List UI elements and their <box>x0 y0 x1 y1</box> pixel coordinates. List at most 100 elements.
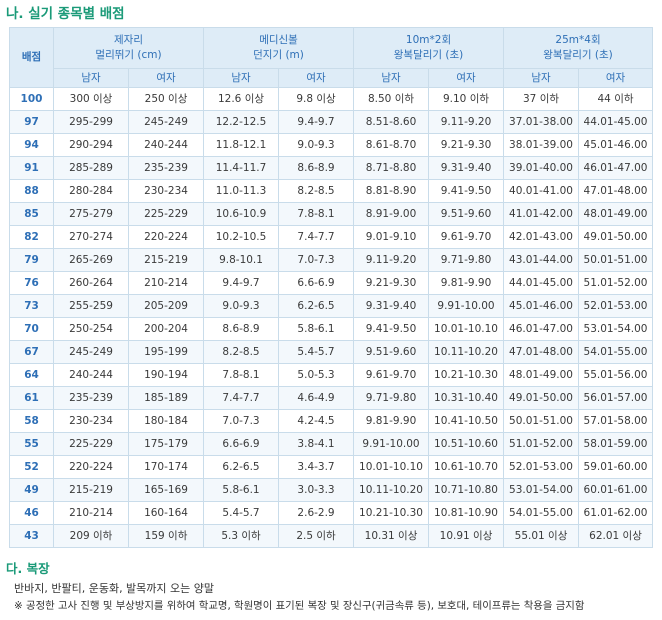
event-header-row: 배점 제자리 멀리뛰기 (cm) 메디신볼 던지기 (m) 10m*2회 왕복달… <box>9 27 654 88</box>
male-header: 남자 <box>53 68 129 88</box>
dress-notice: ※ 공정한 고사 진행 및 부상방지를 위하여 학교명, 학원명이 표기된 복장… <box>14 600 585 612</box>
event-name: 10m*2회 <box>405 34 452 46</box>
table-cell: 9.41-9.50 <box>428 179 505 203</box>
table-cell: 240-244 <box>53 363 129 387</box>
table-cell: 52.01-53.00 <box>503 455 580 479</box>
table-cell: 11.0-11.3 <box>203 179 280 203</box>
table-cell: 55.01-56.00 <box>578 363 654 387</box>
table-cell: 159 이하 <box>127 524 205 548</box>
table-cell: 41.01-42.00 <box>503 202 580 226</box>
table-cell: 9.01-9.10 <box>353 225 430 249</box>
score-cell: 70 <box>9 317 54 341</box>
table-cell: 51.01-52.00 <box>503 432 580 456</box>
table-cell: 205-209 <box>127 294 205 318</box>
table-cell: 245-249 <box>127 110 205 134</box>
table-cell: 285-289 <box>53 156 129 180</box>
score-cell: 76 <box>9 271 54 295</box>
table-cell: 47.01-48.00 <box>578 179 654 203</box>
table-cell: 9.21-9.30 <box>353 271 430 295</box>
table-cell: 8.50 이하 <box>353 87 430 111</box>
table-cell: 11.4-11.7 <box>203 156 280 180</box>
table-cell: 11.8-12.1 <box>203 133 280 157</box>
female-header: 여자 <box>578 68 654 88</box>
table-cell: 5.3 이하 <box>203 524 280 548</box>
event-name: 메디신볼 <box>259 34 298 46</box>
table-cell: 51.01-52.00 <box>578 271 654 295</box>
table-cell: 50.01-51.00 <box>503 409 580 433</box>
table-cell: 8.51-8.60 <box>353 110 430 134</box>
table-cell: 7.0-7.3 <box>278 248 355 272</box>
table-row: 91 285-289 235-239 11.4-11.7 8.6-8.9 8.71-8.8… <box>9 156 654 180</box>
table-cell: 4.2-4.5 <box>278 409 355 433</box>
score-cell: 79 <box>9 248 54 272</box>
table-cell: 59.01-60.00 <box>578 455 654 479</box>
table-row: 85 275-279 225-229 10.6-10.9 7.8-8.1 8.91-9.0… <box>9 202 654 226</box>
table-cell: 295-299 <box>53 110 129 134</box>
table-cell: 9.81-9.90 <box>353 409 430 433</box>
table-cell: 54.01-55.00 <box>578 340 654 364</box>
table-cell: 5.4-5.7 <box>278 340 355 364</box>
female-header: 여자 <box>278 68 355 88</box>
score-table-body: 100 300 이상 250 이상 12.6 이상 9.8 이상 8.50 이하 9.10 … <box>9 87 654 548</box>
table-cell: 9.8 이상 <box>278 87 355 111</box>
score-cell: 97 <box>9 110 54 134</box>
event-header-standing-long-jump: 제자리 멀리뛰기 (cm) <box>52 27 205 69</box>
table-row: 70 250-254 200-204 8.6-8.9 5.8-6.1 9.41-9.50 1… <box>9 317 654 341</box>
table-cell: 9.91-10.00 <box>428 294 505 318</box>
table-cell: 56.01-57.00 <box>578 386 654 410</box>
table-row: 76 260-264 210-214 9.4-9.7 6.6-6.9 9.21-9.30 9… <box>9 271 654 295</box>
table-cell: 8.2-8.5 <box>203 340 280 364</box>
table-cell: 8.6-8.9 <box>278 156 355 180</box>
table-cell: 3.0-3.3 <box>278 478 355 502</box>
table-cell: 8.71-8.80 <box>353 156 430 180</box>
table-cell: 7.8-8.1 <box>278 202 355 226</box>
event-header-medicine-ball: 메디신볼 던지기 (m) <box>203 27 355 69</box>
table-cell: 8.81-8.90 <box>353 179 430 203</box>
table-cell: 200-204 <box>127 317 205 341</box>
table-cell: 8.6-8.9 <box>203 317 280 341</box>
score-cell: 88 <box>9 179 54 203</box>
table-cell: 39.01-40.00 <box>503 156 580 180</box>
table-cell: 5.8-6.1 <box>203 478 280 502</box>
table-cell: 8.61-8.70 <box>353 133 430 157</box>
score-table: 배점 제자리 멀리뛰기 (cm) 메디신볼 던지기 (m) 10m*2회 왕복달… <box>9 27 654 548</box>
table-cell: 44.01-45.00 <box>503 271 580 295</box>
table-row: 82 270-274 220-224 10.2-10.5 7.4-7.7 9.01-9.1… <box>9 225 654 249</box>
score-cell: 55 <box>9 432 54 456</box>
female-header: 여자 <box>428 68 505 88</box>
event-unit: 멀리뛰기 (cm) <box>95 49 162 61</box>
table-cell: 280-284 <box>53 179 129 203</box>
score-cell: 82 <box>9 225 54 249</box>
table-row: 64 240-244 190-194 7.8-8.1 5.0-5.3 9.61-9.70 1… <box>9 363 654 387</box>
table-cell: 190-194 <box>127 363 205 387</box>
table-cell: 7.4-7.7 <box>278 225 355 249</box>
score-cell: 73 <box>9 294 54 318</box>
table-cell: 9.21-9.30 <box>428 133 505 157</box>
table-cell: 10.81-10.90 <box>428 501 505 525</box>
table-cell: 44.01-45.00 <box>578 110 654 134</box>
table-cell: 49.01-50.00 <box>578 225 654 249</box>
male-header: 남자 <box>203 68 280 88</box>
event-unit: 던지기 (m) <box>253 49 304 61</box>
event-name: 제자리 <box>114 34 143 46</box>
table-row: 73 255-259 205-209 9.0-9.3 6.2-6.5 9.31-9.40 9… <box>9 294 654 318</box>
table-cell: 10.31 이상 <box>353 524 430 548</box>
table-cell: 9.81-9.90 <box>428 271 505 295</box>
table-cell: 9.61-9.70 <box>428 225 505 249</box>
table-cell: 209 이하 <box>53 524 129 548</box>
table-cell: 37.01-38.00 <box>503 110 580 134</box>
table-row: 49 215-219 165-169 5.8-6.1 3.0-3.3 10.11-10.2… <box>9 478 654 502</box>
table-row: 61 235-239 185-189 7.4-7.7 4.6-4.9 9.71-9.80 1… <box>9 386 654 410</box>
score-cell: 52 <box>9 455 54 479</box>
table-cell: 9.0-9.3 <box>278 133 355 157</box>
table-cell: 9.71-9.80 <box>353 386 430 410</box>
table-cell: 195-199 <box>127 340 205 364</box>
table-cell: 50.01-51.00 <box>578 248 654 272</box>
table-cell: 46.01-47.00 <box>503 317 580 341</box>
table-cell: 5.0-5.3 <box>278 363 355 387</box>
table-row: 43 209 이하 159 이하 5.3 이하 2.5 이하 10.31 이상 10.91 … <box>9 524 654 548</box>
table-cell: 220-224 <box>127 225 205 249</box>
table-cell: 8.91-9.00 <box>353 202 430 226</box>
table-cell: 46.01-47.00 <box>578 156 654 180</box>
table-cell: 5.4-5.7 <box>203 501 280 525</box>
